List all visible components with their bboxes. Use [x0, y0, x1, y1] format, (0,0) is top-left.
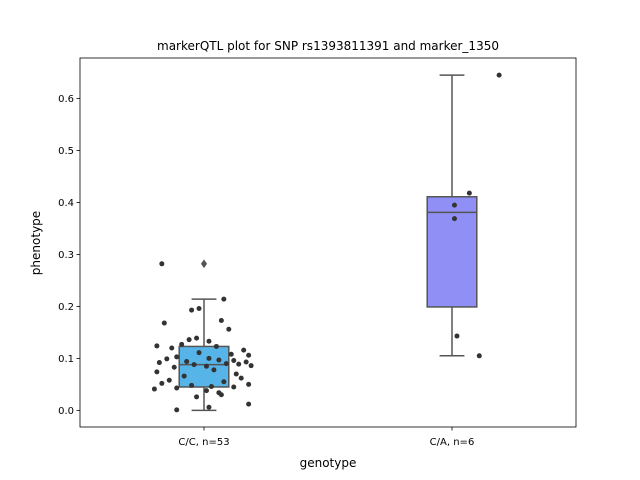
plot-area: [151, 72, 502, 413]
data-point: [206, 338, 212, 344]
data-point: [248, 363, 254, 369]
data-point: [194, 394, 200, 400]
data-point: [196, 306, 202, 312]
data-point: [186, 337, 192, 343]
x-tick-label: C/C, n=53: [178, 437, 229, 448]
data-point: [454, 333, 460, 339]
data-point: [208, 383, 214, 389]
data-point: [231, 384, 237, 390]
data-point: [218, 317, 224, 323]
data-point: [206, 404, 212, 410]
data-point: [196, 350, 202, 356]
y-tick-label: 0.4: [58, 198, 74, 209]
data-point: [246, 381, 252, 387]
data-point: [236, 361, 242, 367]
data-point: [203, 363, 209, 369]
y-tick-label: 0.6: [58, 94, 74, 105]
data-point: [476, 353, 482, 359]
data-point: [194, 335, 200, 341]
data-point: [179, 341, 185, 347]
data-point: [243, 359, 249, 365]
y-axis: 0.0 0.1 0.2 0.3 0.4 0.5 0.6: [58, 94, 80, 417]
data-point: [246, 352, 252, 358]
data-point: [218, 392, 224, 398]
data-point: [174, 407, 180, 413]
data-point: [466, 190, 472, 196]
data-point: [189, 307, 195, 313]
data-point: [241, 347, 247, 353]
data-point: [171, 364, 177, 370]
data-point: [228, 351, 234, 357]
data-point: [496, 72, 502, 78]
x-tick-label: C/A, n=6: [430, 437, 475, 448]
data-point: [216, 357, 222, 363]
data-point: [159, 380, 165, 386]
data-point: [221, 379, 227, 385]
plot-frame: [79, 57, 577, 428]
data-point: [156, 360, 162, 366]
data-point: [246, 401, 252, 407]
y-axis-label: phenotype: [29, 211, 43, 275]
data-point: [154, 369, 160, 375]
data-point: [223, 361, 229, 367]
data-point: [226, 326, 232, 332]
y-tick-label: 0.1: [58, 354, 74, 365]
data-point: [191, 362, 197, 368]
x-axis-label: genotype: [300, 456, 357, 470]
data-point: [184, 359, 190, 365]
data-point: [189, 382, 195, 388]
data-point: [213, 343, 219, 349]
data-point: [169, 345, 175, 351]
y-tick-label: 0.3: [58, 250, 74, 261]
data-point: [221, 296, 227, 302]
data-point: [211, 367, 217, 373]
data-point: [238, 375, 244, 381]
outlier-marker: [200, 259, 208, 269]
box: [426, 196, 478, 308]
x-axis: C/C, n=53 C/A, n=6: [178, 427, 474, 448]
data-point: [174, 354, 180, 360]
y-tick-label: 0.5: [58, 146, 74, 157]
data-point: [159, 261, 165, 267]
data-point: [451, 202, 457, 208]
data-point: [451, 216, 457, 222]
data-point: [233, 371, 239, 377]
data-point: [206, 355, 212, 361]
y-tick-label: 0.0: [58, 406, 74, 417]
data-point: [181, 373, 187, 379]
chart-title: markerQTL plot for SNP rs1393811391 and …: [157, 39, 499, 53]
data-point: [161, 320, 167, 326]
data-point: [151, 386, 157, 392]
data-point: [164, 356, 170, 362]
box: [178, 345, 230, 388]
data-point: [231, 357, 237, 363]
y-tick-label: 0.2: [58, 302, 74, 313]
data-point: [174, 385, 180, 391]
data-point: [166, 377, 172, 383]
data-point: [203, 388, 209, 394]
data-point: [154, 343, 160, 349]
